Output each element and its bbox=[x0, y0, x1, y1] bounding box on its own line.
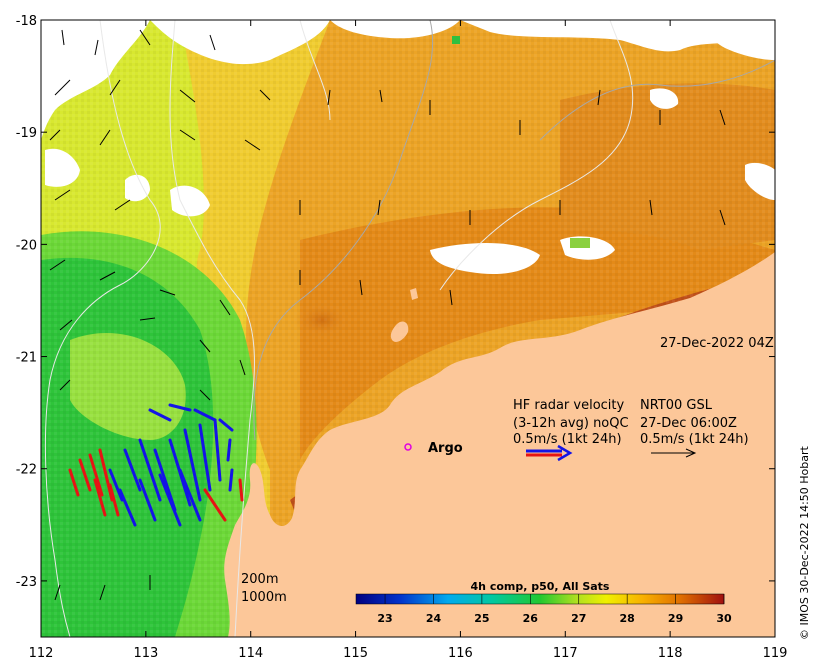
map-plot-area bbox=[41, 20, 775, 637]
contour-200m-label: 200m bbox=[241, 572, 278, 587]
y-tick-label: -23 bbox=[16, 575, 37, 590]
x-tick-label: 116 bbox=[448, 646, 473, 661]
cool-speck bbox=[452, 36, 460, 44]
australia-landmass bbox=[224, 252, 775, 637]
radar-scale-arrow-gsl bbox=[651, 448, 697, 458]
colorbar-tick-label: 25 bbox=[474, 612, 489, 625]
coastline-reference bbox=[253, 20, 775, 441]
radar-line1-right: NRT00 GSL bbox=[640, 398, 713, 413]
x-tick-label: 112 bbox=[29, 646, 54, 661]
radar-vectors-red bbox=[68, 448, 244, 522]
colorbar-tick-label: 26 bbox=[523, 612, 539, 625]
radar-line2-right: 27-Dec 06:00Z bbox=[640, 416, 737, 431]
x-tick-label: 113 bbox=[133, 646, 158, 661]
radar-line3-right: 0.5m/s (1kt 24h) bbox=[640, 432, 749, 447]
x-tick-label: 117 bbox=[553, 646, 578, 661]
colorbar-title: 4h comp, p50, All Sats bbox=[471, 580, 610, 593]
y-tick-label: -21 bbox=[16, 351, 37, 366]
radar-vectors-blue bbox=[108, 403, 234, 527]
island bbox=[390, 321, 409, 343]
y-tick-label: -19 bbox=[16, 126, 37, 141]
cloud-cover bbox=[41, 20, 775, 275]
imos-credit: © IMOS 30-Dec-2022 14:50 Hobart bbox=[798, 445, 811, 640]
colorbar-tick-label: 27 bbox=[571, 612, 586, 625]
colorbar-tick-label: 23 bbox=[377, 612, 392, 625]
plot-frame bbox=[40, 19, 776, 638]
colorbar-ticks: 23 24 25 26 27 28 29 30 bbox=[377, 594, 732, 625]
x-axis: 112 113 114 115 116 117 118 119 bbox=[29, 20, 788, 661]
y-tick-label: -20 bbox=[16, 238, 37, 253]
radar-line1-left: HF radar velocity bbox=[513, 398, 625, 413]
radar-line2-left: (3-12h avg) noQC bbox=[513, 416, 629, 431]
timestamp-label: 27-Dec-2022 04Z bbox=[660, 336, 774, 351]
island bbox=[410, 288, 418, 300]
current-vectors bbox=[49, 29, 726, 601]
contour-1000m-label: 1000m bbox=[241, 590, 287, 605]
x-tick-label: 119 bbox=[763, 646, 788, 661]
colorbar-tick-label: 24 bbox=[426, 612, 442, 625]
y-axis: -18 -19 -20 -21 -22 -23 bbox=[16, 14, 775, 590]
y-tick-label: -18 bbox=[16, 14, 37, 29]
argo-label: Argo bbox=[428, 441, 463, 456]
colorbar bbox=[355, 593, 725, 605]
x-tick-label: 115 bbox=[343, 646, 368, 661]
bathymetry-contours bbox=[44, 20, 634, 637]
colorbar-tick-label: 28 bbox=[620, 612, 635, 625]
y-tick-label: -22 bbox=[16, 463, 37, 478]
x-tick-label: 118 bbox=[658, 646, 683, 661]
radar-line3-left: 0.5m/s (1kt 24h) bbox=[513, 432, 622, 447]
radar-scale-arrow-avg bbox=[526, 444, 573, 462]
cool-speck bbox=[570, 238, 590, 248]
argo-float-marker bbox=[404, 443, 412, 451]
colorbar-tick-label: 30 bbox=[716, 612, 732, 625]
colorbar-tick-label: 29 bbox=[668, 612, 683, 625]
x-tick-label: 114 bbox=[238, 646, 263, 661]
